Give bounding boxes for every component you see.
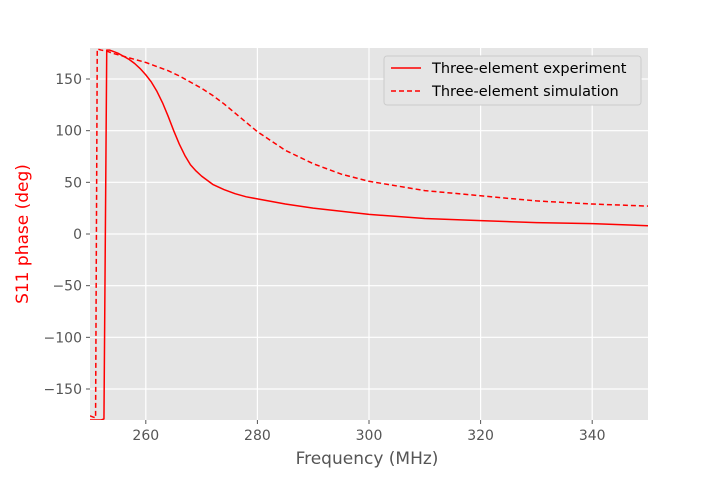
legend-label-simulation: Three-element simulation (431, 84, 619, 100)
y-tick-label: 150 (55, 72, 82, 88)
x-axis-label: Frequency (MHz) (296, 449, 439, 469)
x-tick-label: 280 (244, 428, 271, 444)
x-tick-label: 260 (132, 428, 159, 444)
grid-lines (90, 48, 648, 420)
x-tick-label: 300 (356, 428, 383, 444)
y-tick-label: −150 (44, 382, 82, 398)
x-tick-label: 320 (467, 428, 494, 444)
series-line-experiment (90, 49, 648, 420)
y-tick-label: 0 (73, 227, 82, 243)
series-layer (90, 48, 648, 420)
legend-box (383, 55, 642, 106)
y-tick-label: −50 (52, 279, 82, 295)
x-tick-label: 340 (579, 428, 606, 444)
legend-label-experiment: Three-element experiment (431, 61, 627, 77)
series-line-simulation (90, 48, 648, 419)
legend: Three-element experiment Three-element s… (383, 55, 642, 106)
y-tick-label: 50 (64, 175, 82, 191)
tick-layer: 260 280 300 320 340 −150 −100 −50 0 50 100 150 (44, 72, 606, 444)
y-tick-label: −100 (44, 330, 82, 346)
y-tick-label: 100 (55, 124, 82, 140)
y-axis-label: S11 phase (deg) (13, 164, 33, 304)
